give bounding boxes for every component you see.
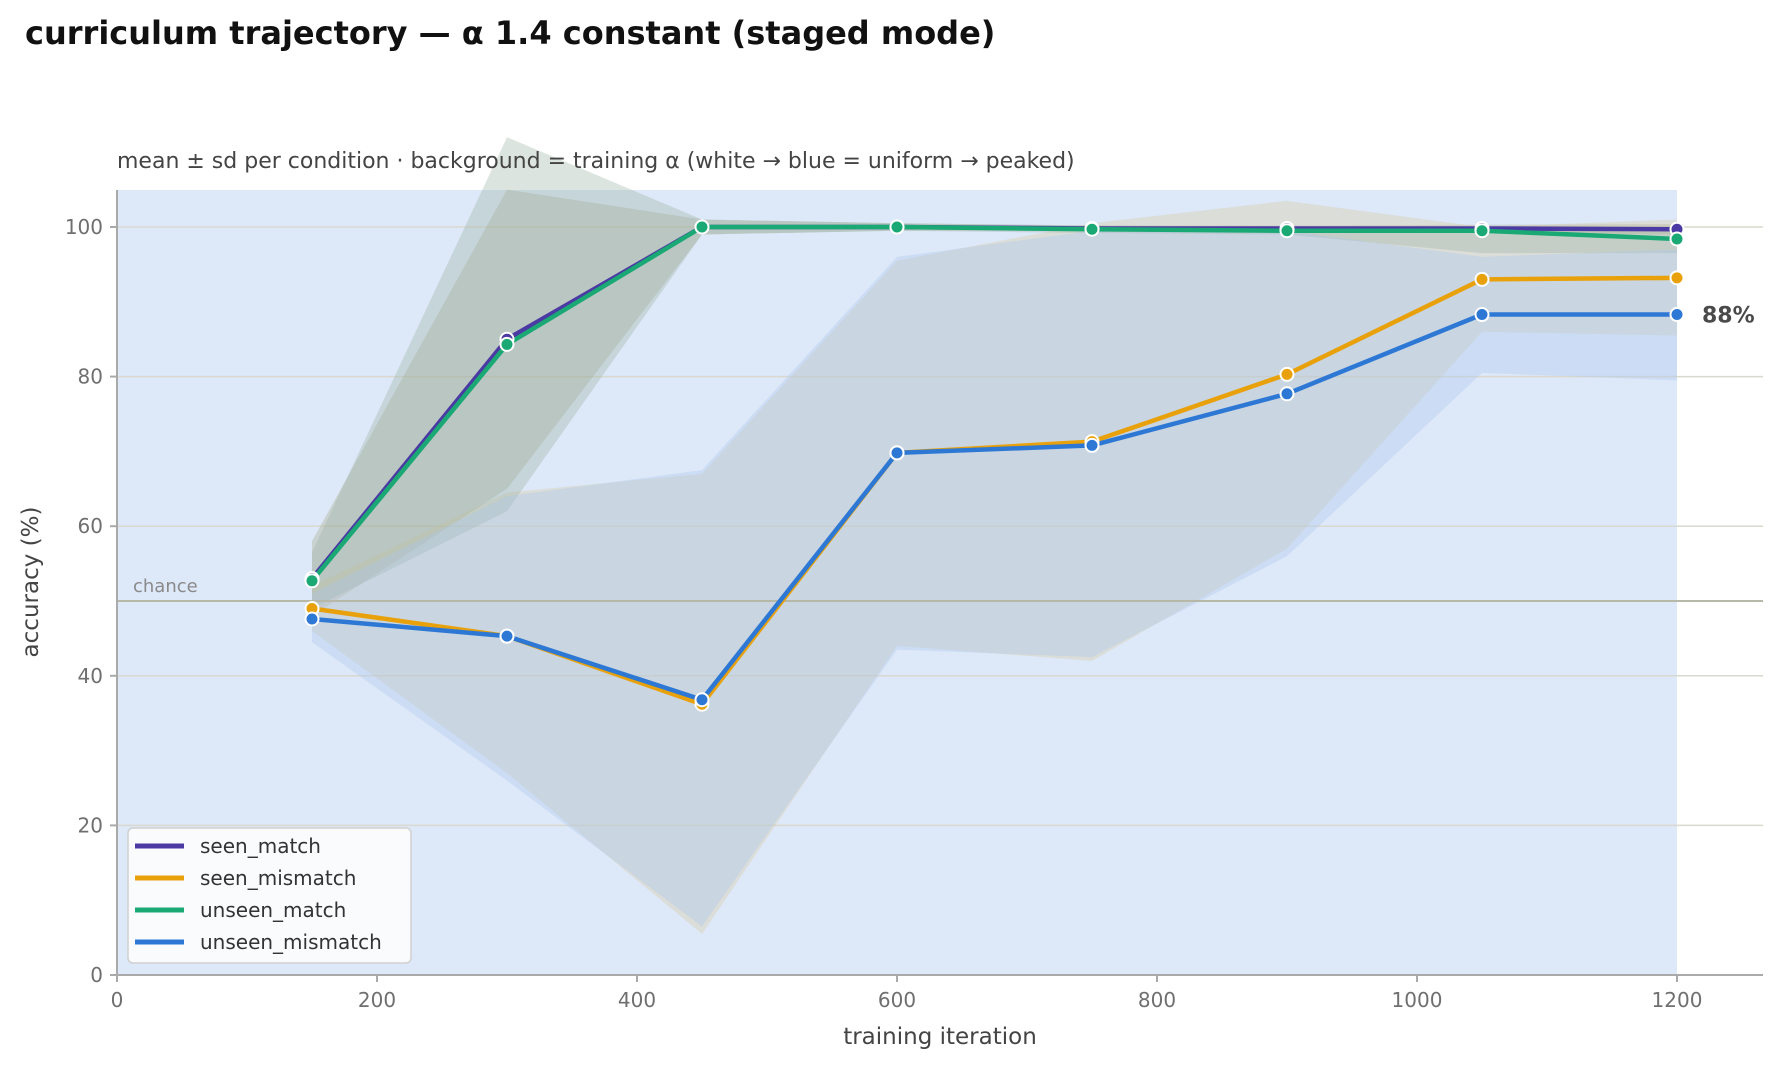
end-value-label: 88%	[1702, 304, 1755, 329]
data-point-seen-mismatch	[1279, 366, 1295, 382]
x-tick-label: 1200	[1652, 988, 1703, 1012]
tick-layer: 0 200 400 600 800 1000 1200 0 20 40 60 80 100	[65, 215, 1703, 1012]
data-point-unseen-match	[1474, 223, 1490, 239]
y-tick-label: 80	[78, 365, 103, 389]
data-point-seen-mismatch	[1474, 271, 1490, 287]
data-point-unseen-mismatch	[1084, 437, 1100, 453]
x-tick-label: 0	[111, 988, 124, 1012]
series-line-layer	[309, 224, 1680, 707]
x-tick-label: 600	[878, 988, 916, 1012]
y-tick-label: 40	[78, 664, 103, 688]
sd-band-seen-mismatch	[312, 200, 1677, 934]
chart-title: curriculum trajectory — α 1.4 constant (…	[25, 14, 996, 52]
data-point-seen-mismatch	[1669, 270, 1685, 286]
data-point-unseen-match	[304, 573, 320, 589]
marker-layer	[304, 219, 1685, 712]
data-point-unseen-mismatch	[1474, 307, 1490, 323]
x-tick-label: 1000	[1392, 988, 1443, 1012]
sd-band-seen-match	[312, 189, 1677, 616]
legend-label-unseen-match: unseen_match	[200, 898, 346, 922]
data-point-unseen-mismatch	[1669, 307, 1685, 323]
x-tick-label: 400	[618, 988, 656, 1012]
y-tick-label: 60	[78, 514, 103, 538]
legend-label-seen-match: seen_match	[200, 834, 321, 858]
data-point-unseen-match	[889, 219, 905, 235]
legend: seen_match seen_mismatch unseen_matchunsee…	[127, 827, 412, 964]
legend-label-unseen-mismatch: unseen_mismatch	[200, 930, 382, 954]
data-point-unseen-mismatch	[1279, 386, 1295, 402]
data-point-unseen-mismatch	[304, 611, 320, 627]
data-point-unseen-match	[1279, 223, 1295, 239]
data-point-unseen-mismatch	[499, 628, 515, 644]
x-tick-label: 200	[358, 988, 396, 1012]
legend-box	[127, 827, 412, 964]
y-tick-label: 100	[65, 215, 103, 239]
data-point-unseen-mismatch	[694, 692, 710, 708]
data-point-unseen-match	[1669, 231, 1685, 247]
series-line-unseen-mismatch	[309, 312, 1680, 702]
data-point-unseen-mismatch	[889, 445, 905, 461]
chart-subtitle: mean ± sd per condition · background = t…	[117, 149, 1075, 174]
x-axis-label: training iteration	[843, 1024, 1037, 1050]
x-tick-label: 800	[1138, 988, 1176, 1012]
legend-label-seen-mismatch: seen_mismatch	[200, 866, 356, 890]
sd-band-unseen-mismatch	[312, 230, 1677, 927]
y-tick-label: 20	[78, 813, 103, 837]
series-line-unseen-match	[309, 224, 1680, 584]
data-point-unseen-match	[1084, 221, 1100, 237]
data-point-unseen-match	[499, 336, 515, 352]
chance-label: chance	[133, 576, 198, 597]
y-axis-label: accuracy (%)	[18, 507, 44, 658]
data-point-unseen-match	[694, 219, 710, 235]
y-tick-label: 0	[90, 963, 103, 987]
